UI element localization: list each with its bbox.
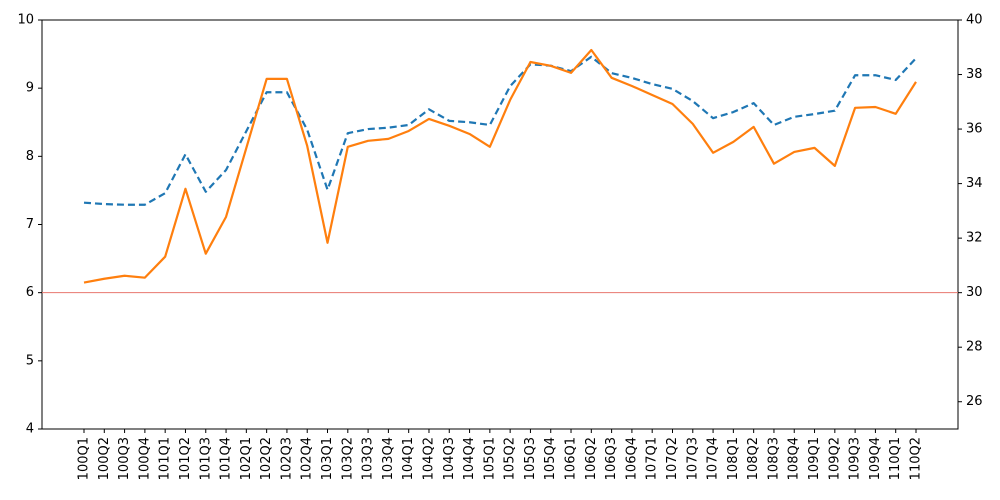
x-tick-label: 104Q1 — [401, 437, 416, 480]
x-tick-label: 106Q3 — [604, 437, 619, 480]
x-tick-label: 105Q2 — [503, 437, 518, 480]
y2-tick-label: 26 — [966, 394, 983, 409]
x-tick-label: 102Q4 — [300, 437, 315, 480]
y-tick-label: 6 — [26, 285, 34, 300]
y-tick-label: 10 — [17, 13, 34, 28]
x-tick-label: 110Q1 — [888, 437, 903, 480]
x-tick-label: 108Q2 — [746, 437, 761, 480]
y2-tick-label: 38 — [966, 67, 983, 82]
y-tick-label: 7 — [26, 217, 34, 232]
y-tick-label: 5 — [26, 353, 34, 368]
y2-tick-label: 28 — [966, 340, 983, 355]
x-tick-label: 101Q3 — [198, 437, 213, 480]
x-tick-label: 107Q3 — [685, 437, 700, 480]
x-tick-label: 101Q4 — [219, 437, 234, 480]
x-tick-label: 110Q2 — [909, 437, 924, 480]
x-tick-label: 100Q4 — [137, 437, 152, 480]
x-tick-label: 108Q1 — [726, 437, 741, 480]
x-tick-label: 109Q3 — [848, 437, 863, 480]
x-tick-label: 100Q1 — [77, 437, 92, 480]
x-tick-label: 104Q2 — [421, 437, 436, 480]
x-tick-label: 103Q3 — [361, 437, 376, 480]
x-tick-label: 109Q4 — [868, 437, 883, 480]
x-tick-label: 102Q1 — [239, 437, 254, 480]
x-tick-label: 104Q3 — [442, 437, 457, 480]
y2-tick-label: 34 — [966, 176, 983, 191]
series-line — [83, 48, 917, 284]
y2-tick-label: 30 — [966, 285, 983, 300]
y2-tick-label: 32 — [966, 231, 983, 246]
x-tick-label: 100Q2 — [97, 437, 112, 480]
y2-tick-label: 36 — [966, 122, 983, 137]
x-tick-label: 101Q1 — [158, 437, 173, 480]
y-tick-label: 9 — [26, 81, 34, 96]
x-tick-label: 100Q3 — [117, 437, 132, 480]
y-tick-label: 8 — [26, 149, 34, 164]
x-tick-label: 106Q1 — [564, 437, 579, 480]
x-tick-label: 109Q2 — [827, 437, 842, 480]
x-tick-label: 106Q2 — [584, 437, 599, 480]
x-tick-label: 103Q4 — [381, 437, 396, 480]
x-tick-label: 105Q3 — [523, 437, 538, 480]
x-tick-label: 107Q2 — [665, 437, 680, 480]
series-line — [83, 55, 917, 206]
x-tick-label: 101Q2 — [178, 437, 193, 480]
x-tick-label: 105Q4 — [543, 437, 558, 480]
x-tick-label: 106Q4 — [624, 437, 639, 480]
y2-tick-label: 40 — [966, 13, 983, 28]
x-tick-label: 102Q3 — [279, 437, 294, 480]
x-tick-label: 108Q3 — [766, 437, 781, 480]
x-tick-label: 107Q1 — [645, 437, 660, 480]
y-tick-label: 4 — [26, 422, 34, 437]
x-tick-label: 104Q4 — [462, 437, 477, 480]
plot-frame — [41, 19, 959, 430]
x-tick-label: 105Q1 — [482, 437, 497, 480]
x-tick-label: 107Q4 — [706, 437, 721, 480]
x-tick-label: 108Q4 — [787, 437, 802, 480]
x-tick-label: 103Q2 — [340, 437, 355, 480]
x-tick-label: 103Q1 — [320, 437, 335, 480]
x-tick-label: 109Q1 — [807, 437, 822, 480]
x-tick-label: 102Q2 — [259, 437, 274, 480]
